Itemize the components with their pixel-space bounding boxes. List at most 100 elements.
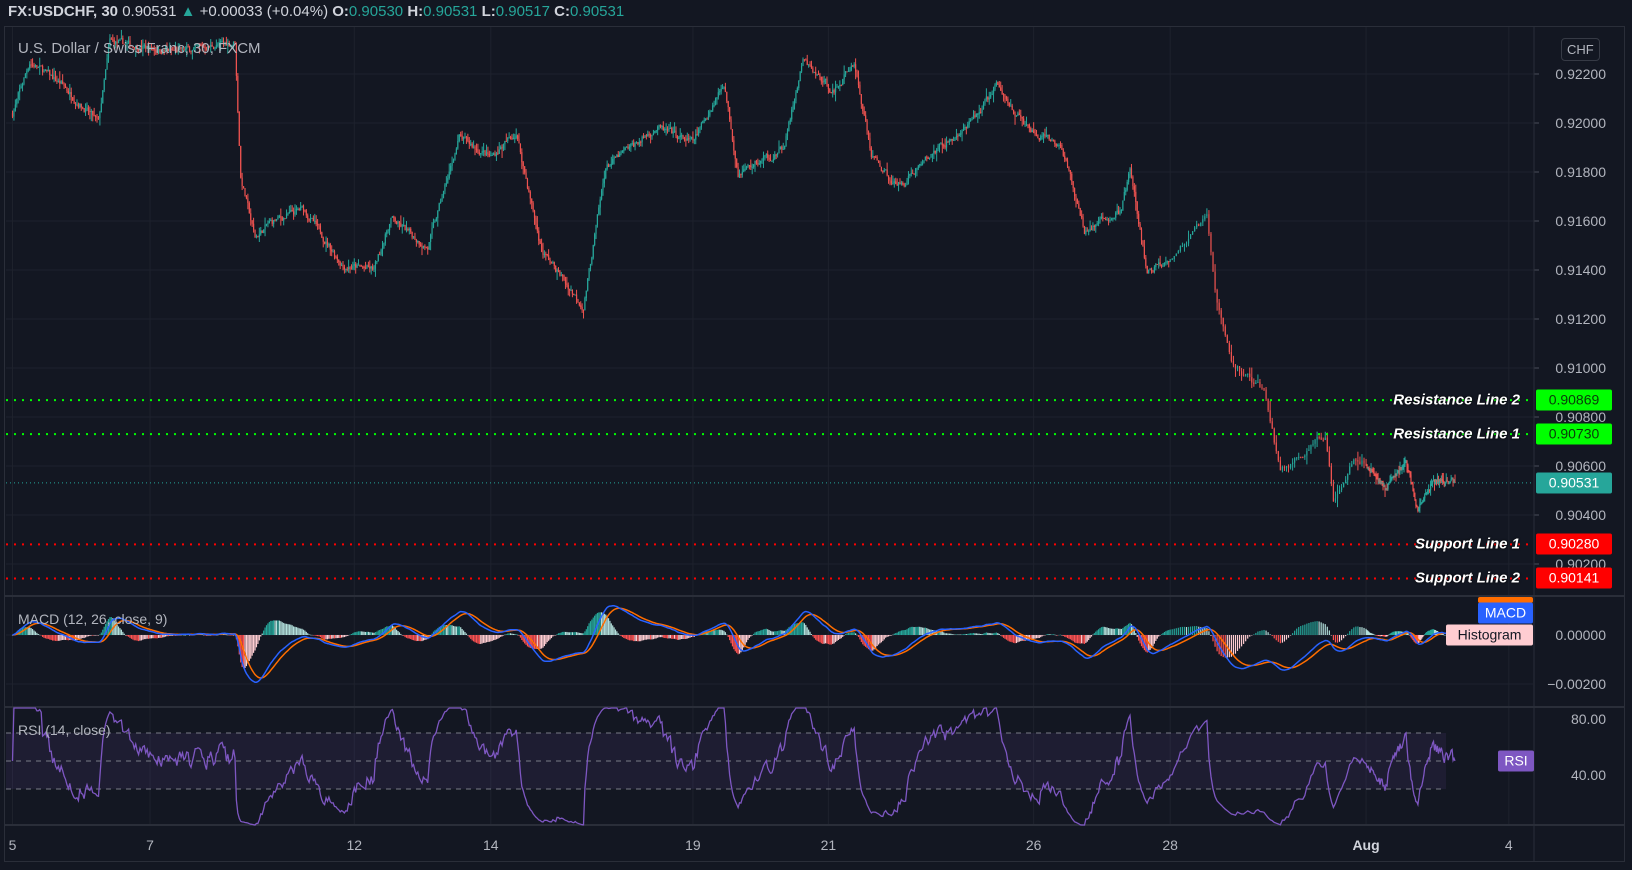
candle-body: [270, 220, 272, 222]
candle-body: [255, 236, 258, 238]
candle: [343, 264, 346, 274]
histogram-bar: [95, 635, 97, 636]
candle: [1349, 462, 1351, 475]
candle: [716, 97, 718, 105]
candle-body: [1391, 478, 1393, 480]
candle: [721, 84, 724, 90]
candle-body: [174, 49, 177, 51]
high-label: H:: [407, 3, 424, 20]
candle-body: [626, 146, 628, 148]
candle-body: [30, 64, 32, 66]
candle: [1152, 269, 1154, 274]
histogram-bar: [1431, 629, 1434, 635]
candle-body: [1255, 382, 1257, 385]
histogram-bar: [1160, 634, 1163, 635]
candle: [143, 43, 145, 49]
candle-body: [1106, 219, 1108, 221]
symbol[interactable]: FX:USDCHF, 30: [8, 3, 119, 20]
candle: [826, 76, 828, 87]
macd-axis-label: 0.00000: [1555, 627, 1606, 643]
currency-button[interactable]: CHF: [1561, 38, 1600, 61]
candle: [635, 141, 638, 144]
histogram-bar: [240, 635, 242, 663]
candle-body: [1200, 222, 1202, 227]
candle: [599, 196, 601, 216]
candle: [1120, 209, 1123, 214]
candle-body: [407, 228, 409, 231]
candle: [1113, 217, 1115, 220]
candle-body: [1066, 160, 1069, 167]
histogram-bar: [605, 614, 607, 635]
candle-body: [747, 165, 749, 167]
candle-body: [444, 184, 446, 192]
candle: [511, 134, 513, 140]
histogram-bar: [1387, 635, 1389, 636]
candle-body: [143, 45, 145, 47]
candle-body: [1324, 437, 1326, 441]
candle-body: [758, 163, 760, 165]
candle: [1431, 480, 1434, 488]
candle: [1085, 226, 1087, 236]
candle: [893, 178, 895, 188]
candle-body: [719, 91, 721, 93]
histogram-bar: [1234, 635, 1237, 654]
histogram-bar: [452, 625, 455, 635]
candle: [1259, 378, 1261, 388]
histogram-bar: [115, 622, 117, 635]
candle-body: [16, 98, 18, 105]
histogram-bar: [102, 629, 104, 635]
candle: [1384, 484, 1386, 498]
histogram-bar: [77, 635, 80, 640]
candle-body: [909, 173, 911, 176]
candle: [1368, 466, 1370, 472]
histogram-bar: [1357, 626, 1359, 635]
candle: [832, 83, 834, 98]
candle: [567, 282, 569, 296]
candle: [21, 82, 24, 92]
candle-body: [905, 185, 907, 187]
candle: [49, 69, 51, 81]
histogram-bar: [830, 635, 832, 645]
candle: [1423, 496, 1425, 503]
candle-body: [1014, 113, 1016, 117]
candle: [796, 86, 798, 94]
histogram-bar: [1398, 631, 1400, 635]
candle: [1320, 432, 1322, 440]
candle-body: [477, 149, 479, 153]
candle-body: [441, 198, 443, 202]
candle-body: [217, 44, 219, 46]
candle: [736, 158, 738, 169]
candle-body: [438, 203, 440, 211]
candle-body: [13, 110, 15, 117]
candle: [1226, 334, 1228, 344]
candle-body: [355, 264, 357, 268]
histogram-bar: [1058, 634, 1060, 636]
candle: [1038, 137, 1040, 142]
histogram-bar: [1340, 635, 1343, 641]
histogram-bar: [843, 635, 845, 636]
candle-body: [162, 50, 164, 55]
candle: [40, 65, 42, 67]
candle: [287, 212, 289, 216]
candle-body: [723, 87, 725, 89]
candle-body: [761, 158, 763, 161]
histogram-bar: [360, 631, 362, 635]
candle: [1372, 466, 1374, 474]
candle: [750, 159, 752, 171]
histogram-bar: [685, 635, 687, 639]
histogram-bar: [876, 635, 878, 647]
histogram-bar: [1372, 633, 1374, 635]
histogram-bar: [902, 630, 904, 635]
histogram-bar: [617, 633, 619, 635]
candle-body: [462, 137, 465, 140]
histogram-bar: [362, 631, 364, 635]
candle-body: [263, 229, 265, 233]
candle: [596, 214, 599, 228]
candle-body: [809, 64, 811, 66]
candle: [41, 64, 44, 76]
candle: [1438, 478, 1440, 488]
candle-body: [188, 46, 191, 51]
candle: [242, 186, 245, 189]
candle: [560, 271, 562, 277]
